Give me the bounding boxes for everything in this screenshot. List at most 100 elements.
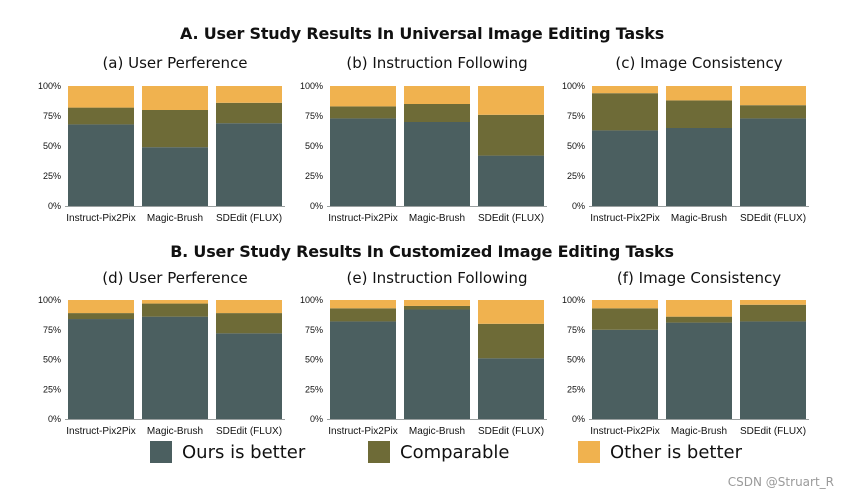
bar-other-better xyxy=(216,300,282,314)
y-tick-label: 100% xyxy=(562,295,585,305)
y-tick-label: 100% xyxy=(300,295,323,305)
x-category-label: SDEdit (FLUX) xyxy=(216,426,282,437)
bar-ours-better xyxy=(330,118,396,206)
bar-comparable xyxy=(142,303,208,317)
bar-ours-better xyxy=(68,124,134,206)
panel-title: (c) Image Consistency xyxy=(615,54,782,72)
bar-other-better xyxy=(142,300,208,304)
bar-ours-better xyxy=(592,329,658,419)
section-title-a: A. User Study Results In Universal Image… xyxy=(179,24,665,43)
x-category-label: SDEdit (FLUX) xyxy=(740,213,806,224)
bar-ours-better xyxy=(216,123,282,206)
bar-other-better xyxy=(404,300,470,306)
charts-canvas: (a) User Perference 0% 25% 50% 75% 100% Instru… xyxy=(38,54,809,437)
bar-comparable xyxy=(404,305,470,310)
y-tick-label: 100% xyxy=(300,81,323,91)
y-tick-label: 25% xyxy=(305,384,323,394)
y-tick-label: 0% xyxy=(48,201,61,211)
bar-ours-better xyxy=(666,322,732,419)
bar-comparable xyxy=(666,100,732,128)
bar-comparable xyxy=(68,107,134,125)
bar-other-better xyxy=(478,300,544,324)
bar-other-better xyxy=(592,86,658,94)
bar-ours-better xyxy=(216,333,282,419)
bar-comparable xyxy=(592,308,658,330)
y-tick-label: 0% xyxy=(572,414,585,424)
y-tick-label: 100% xyxy=(562,81,585,91)
chart-panel-0: (a) User Perference 0% 25% 50% 75% 100% Instru… xyxy=(38,54,285,224)
bar-comparable xyxy=(330,308,396,322)
bar-comparable xyxy=(330,106,396,119)
legend-item-comparable: Comparable xyxy=(368,441,510,463)
y-tick-label: 25% xyxy=(567,171,585,181)
x-category-label: Magic-Brush xyxy=(147,213,203,224)
y-tick-label: 50% xyxy=(567,141,585,151)
legend-label-other: Other is better xyxy=(610,441,743,463)
y-tick-label: 75% xyxy=(43,325,61,335)
bar-comparable xyxy=(478,114,544,156)
bar-comparable xyxy=(68,313,134,320)
legend-swatch-comparable xyxy=(368,441,390,463)
y-tick-label: 25% xyxy=(43,384,61,394)
bar-other-better xyxy=(740,300,806,305)
bar-ours-better xyxy=(404,309,470,419)
panel-title: (a) User Perference xyxy=(102,54,247,72)
bar-comparable xyxy=(216,313,282,334)
bar-comparable xyxy=(740,105,806,119)
x-category-label: SDEdit (FLUX) xyxy=(740,426,806,437)
bar-other-better xyxy=(68,300,134,314)
y-tick-label: 50% xyxy=(43,355,61,365)
bar-ours-better xyxy=(404,122,470,206)
y-tick-label: 75% xyxy=(305,111,323,121)
bar-comparable xyxy=(216,102,282,124)
bar-ours-better xyxy=(740,321,806,419)
legend-label-comparable: Comparable xyxy=(400,441,510,463)
bar-comparable xyxy=(404,104,470,122)
y-tick-label: 0% xyxy=(572,201,585,211)
bar-ours-better xyxy=(142,147,208,206)
bar-comparable xyxy=(592,93,658,131)
bar-other-better xyxy=(330,300,396,309)
y-tick-label: 100% xyxy=(38,81,61,91)
bar-comparable xyxy=(740,304,806,322)
bar-other-better xyxy=(68,86,134,108)
x-category-label: SDEdit (FLUX) xyxy=(478,213,544,224)
y-tick-label: 50% xyxy=(43,141,61,151)
bar-ours-better xyxy=(142,316,208,419)
bar-other-better xyxy=(142,86,208,110)
chart-panel-2: (c) Image Consistency 0% 25% 50% 75% 100% Inst… xyxy=(562,54,809,224)
y-tick-label: 75% xyxy=(305,325,323,335)
legend-swatch-other xyxy=(578,441,600,463)
y-tick-label: 50% xyxy=(305,141,323,151)
legend: Ours is better Comparable Other is bette… xyxy=(0,441,844,469)
bar-other-better xyxy=(478,86,544,115)
x-category-label: Instruct-Pix2Pix xyxy=(66,426,135,437)
y-tick-label: 0% xyxy=(48,414,61,424)
bar-other-better xyxy=(592,300,658,309)
legend-item-ours: Ours is better xyxy=(150,441,305,463)
legend-item-other: Other is better xyxy=(578,441,742,463)
x-category-label: Instruct-Pix2Pix xyxy=(328,213,397,224)
legend-swatch-ours xyxy=(150,441,172,463)
y-tick-label: 25% xyxy=(567,384,585,394)
x-category-label: Instruct-Pix2Pix xyxy=(590,213,659,224)
panel-title: (e) Instruction Following xyxy=(347,269,528,287)
panel-title: (f) Image Consistency xyxy=(617,269,781,287)
x-category-label: Magic-Brush xyxy=(671,213,727,224)
x-category-label: SDEdit (FLUX) xyxy=(478,426,544,437)
x-category-label: Magic-Brush xyxy=(409,426,465,437)
bar-ours-better xyxy=(330,321,396,419)
bar-other-better xyxy=(216,86,282,103)
x-category-label: Instruct-Pix2Pix xyxy=(590,426,659,437)
bar-ours-better xyxy=(478,155,544,206)
legend-label-ours: Ours is better xyxy=(182,441,306,463)
bar-comparable xyxy=(666,316,732,323)
bar-ours-better xyxy=(666,128,732,206)
y-tick-label: 0% xyxy=(310,201,323,211)
bar-comparable xyxy=(142,110,208,148)
panel-title: (b) Instruction Following xyxy=(346,54,527,72)
section-title-b: B. User Study Results In Customized Imag… xyxy=(170,242,674,261)
y-tick-label: 100% xyxy=(38,295,61,305)
chart-panel-3: (d) User Perference 0% 25% 50% 75% 100% Instru… xyxy=(38,269,285,437)
y-tick-label: 75% xyxy=(567,325,585,335)
